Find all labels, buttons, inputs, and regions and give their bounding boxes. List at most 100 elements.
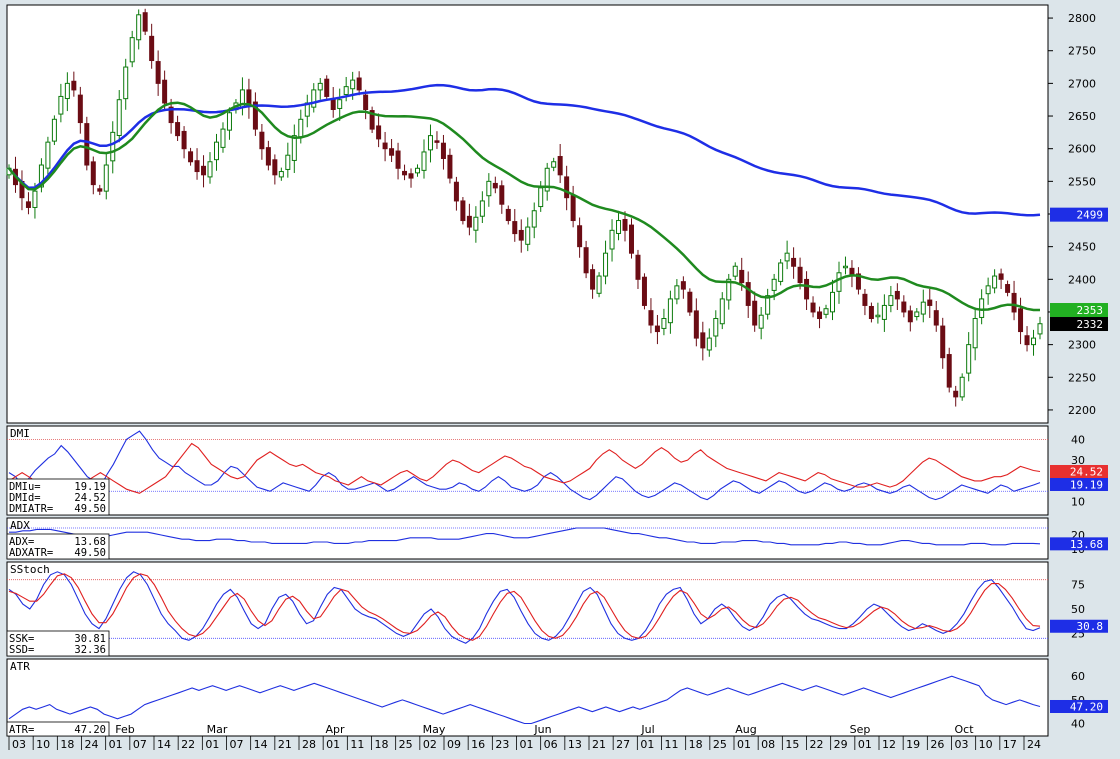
- candle-body: [577, 225, 583, 248]
- candle-body: [680, 281, 686, 290]
- candle-body: [596, 275, 602, 294]
- candle-body: [265, 147, 271, 166]
- candle-body: [252, 101, 258, 130]
- candle-body: [765, 295, 771, 315]
- candle-body: [940, 325, 946, 359]
- date-tick-label: 03: [12, 738, 26, 751]
- candle-body: [719, 298, 725, 325]
- date-tick-label: 14: [254, 738, 268, 751]
- candle-body: [51, 118, 57, 142]
- candle-body: [427, 135, 433, 151]
- date-tick-label: 01: [858, 738, 872, 751]
- candle-body: [674, 285, 680, 300]
- month-label: May: [423, 723, 446, 736]
- date-tick-label: 14: [157, 738, 171, 751]
- date-tick-label: 11: [350, 738, 364, 751]
- candle-body: [395, 150, 401, 169]
- candle-body: [628, 224, 634, 254]
- candle-body: [920, 301, 926, 315]
- candle-body: [343, 86, 349, 95]
- date-tick-label: 25: [713, 738, 727, 751]
- panel-tick-label: 40: [1071, 433, 1085, 446]
- candle-body: [609, 229, 615, 250]
- candle-body: [155, 61, 161, 84]
- x-axis: 03 10 18 24 01 07 14 22 01 07 14 21 28 01 11 18 25 02 09 16…: [8, 723, 1041, 751]
- candle-body: [356, 77, 362, 91]
- candle-body: [648, 310, 654, 326]
- date-tick-label: 22: [181, 738, 195, 751]
- readout-value: 19.19: [74, 481, 106, 493]
- series-line-dmid: [8, 442, 1041, 494]
- readout-label: ADX=: [9, 536, 34, 548]
- last-value-tag: [1050, 537, 1108, 551]
- candle-body: [402, 170, 408, 176]
- candle-body: [946, 354, 952, 388]
- candle-body: [797, 266, 803, 284]
- readout-label: DMIu=: [9, 481, 41, 493]
- price-tick-label: 2750: [1068, 45, 1096, 58]
- panel-title: DMI: [10, 427, 30, 440]
- candle-body: [693, 310, 699, 339]
- panel-tick-label: 50: [1071, 603, 1085, 616]
- candle-body: [492, 182, 498, 189]
- candle-body: [842, 265, 848, 269]
- candle-body: [84, 123, 90, 166]
- candle-body: [220, 128, 226, 148]
- last-value-label: 2499: [1077, 209, 1104, 222]
- candle-body: [1011, 292, 1017, 313]
- candle-body: [1031, 337, 1037, 346]
- candle-body: [972, 318, 978, 349]
- last-value-label: 19.19: [1070, 478, 1103, 491]
- date-tick-label: 10: [36, 738, 50, 751]
- candle-body: [181, 130, 187, 150]
- candle-body: [791, 257, 797, 267]
- candle-body: [894, 290, 900, 300]
- indicator-panel-dmi: 10203040DMIDMIu=19.19DMId=24.52DMIATR=49…: [6, 427, 1108, 516]
- candle-body: [817, 311, 823, 319]
- candle-body: [1024, 335, 1030, 346]
- date-tick-label: 02: [423, 738, 437, 751]
- readout-label: ATR=: [9, 724, 34, 736]
- date-tick-label: 11: [665, 738, 679, 751]
- candle-body: [434, 140, 440, 143]
- candle-body: [168, 106, 174, 124]
- month-label: Mar: [207, 723, 228, 736]
- last-value-label: 2353: [1077, 304, 1104, 317]
- last-value-tag: [1050, 317, 1108, 332]
- candle-body: [421, 151, 427, 171]
- candle-body: [570, 195, 576, 222]
- price-tick-label: 2250: [1068, 371, 1096, 384]
- candle-body: [959, 376, 965, 398]
- last-value-label: 2332: [1077, 318, 1104, 331]
- readout-value: 32.36: [74, 644, 106, 656]
- candle-body: [583, 247, 589, 274]
- candle-body: [907, 310, 913, 323]
- candle-body: [272, 159, 278, 176]
- candle-body: [538, 187, 544, 208]
- readout-value: 30.81: [74, 633, 106, 645]
- candle-body: [752, 300, 758, 326]
- date-tick-label: 22: [810, 738, 824, 751]
- panel-frame: [6, 425, 1049, 516]
- candle-body: [285, 154, 291, 170]
- date-tick-label: 13: [568, 738, 582, 751]
- date-tick-label: 01: [640, 738, 654, 751]
- price-tick-label: 2300: [1068, 339, 1096, 352]
- candle-body: [142, 12, 148, 32]
- candle-body: [635, 254, 641, 280]
- candle-body: [531, 210, 537, 228]
- candle-body: [90, 161, 96, 186]
- candle-body: [1037, 323, 1043, 335]
- last-value-label: 30.8: [1077, 620, 1104, 633]
- panel-title: ATR: [10, 660, 30, 673]
- candle-body: [486, 180, 492, 197]
- candle-body: [188, 151, 194, 163]
- candle-body: [667, 298, 673, 324]
- candle-body: [447, 154, 453, 179]
- candle-body: [32, 190, 38, 208]
- last-value-tag: [1050, 303, 1108, 318]
- candle-body: [518, 229, 524, 241]
- date-tick-label: 07: [133, 738, 147, 751]
